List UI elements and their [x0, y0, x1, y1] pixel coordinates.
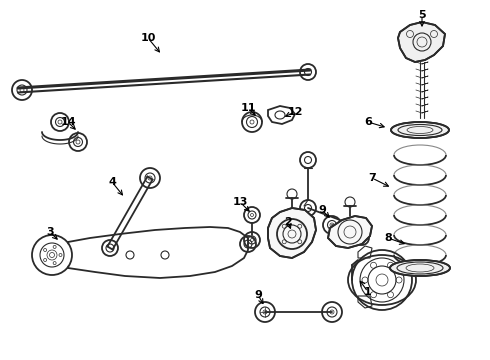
Text: 6: 6	[364, 117, 372, 127]
Polygon shape	[328, 216, 372, 248]
Ellipse shape	[390, 260, 450, 276]
Text: 2: 2	[284, 217, 292, 227]
Text: 11: 11	[240, 103, 256, 113]
Polygon shape	[268, 208, 316, 258]
Text: 14: 14	[60, 117, 76, 127]
Ellipse shape	[391, 122, 449, 138]
Text: 9: 9	[254, 290, 262, 300]
Text: 7: 7	[368, 173, 376, 183]
Text: 9: 9	[318, 205, 326, 215]
Text: 8: 8	[384, 233, 392, 243]
Text: 5: 5	[418, 10, 426, 20]
Text: 12: 12	[287, 107, 303, 117]
Text: 1: 1	[364, 287, 372, 297]
Text: 3: 3	[46, 227, 54, 237]
Text: 10: 10	[140, 33, 156, 43]
Polygon shape	[398, 22, 445, 62]
Text: 4: 4	[108, 177, 116, 187]
Text: 13: 13	[232, 197, 247, 207]
